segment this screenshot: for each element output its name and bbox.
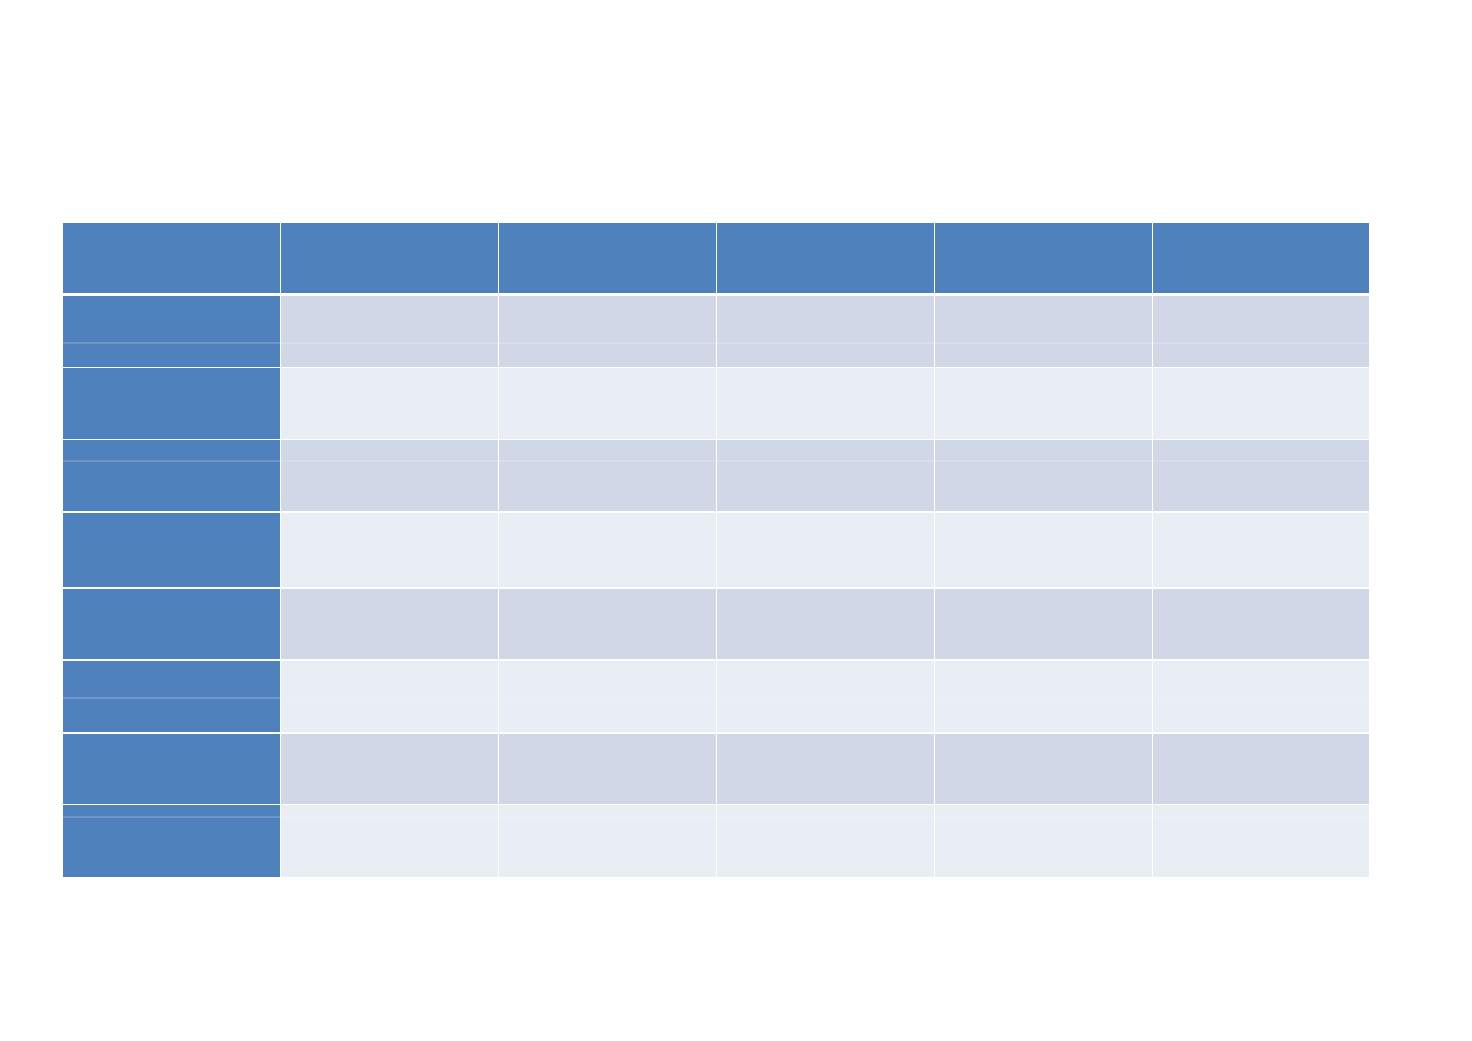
body-cell	[935, 368, 1152, 439]
body-cell	[1153, 661, 1369, 732]
row-header-cell	[63, 805, 280, 877]
body-cell	[281, 368, 498, 439]
row-header-cell	[63, 734, 280, 804]
row-header-cell	[63, 368, 280, 439]
body-cell	[281, 805, 498, 877]
body-cell	[935, 513, 1152, 587]
body-cell	[281, 440, 498, 511]
body-cell	[1153, 805, 1369, 877]
row-header-cell	[63, 589, 280, 659]
body-cell	[1153, 440, 1369, 511]
body-cell	[281, 296, 498, 367]
row-header-cell	[63, 440, 280, 511]
body-cell	[717, 734, 934, 804]
body-cell	[717, 805, 934, 877]
body-cell	[499, 805, 716, 877]
body-cell	[717, 513, 934, 587]
body-cell	[935, 734, 1152, 804]
body-cell	[717, 296, 934, 367]
row-header-cell	[63, 661, 280, 732]
row-header-cell	[63, 296, 280, 367]
body-cell	[499, 368, 716, 439]
body-cell	[717, 589, 934, 659]
header-cell	[281, 223, 498, 293]
body-cell	[281, 734, 498, 804]
header-cell	[499, 223, 716, 293]
row-header-cell	[63, 513, 280, 587]
body-cell	[935, 661, 1152, 732]
header-cell	[1153, 223, 1369, 293]
body-cell	[1153, 513, 1369, 587]
body-cell	[1153, 368, 1369, 439]
header-cell	[935, 223, 1152, 293]
body-cell	[717, 368, 934, 439]
body-cell	[499, 513, 716, 587]
body-cell	[499, 661, 716, 732]
body-cell	[281, 513, 498, 587]
body-cell	[935, 589, 1152, 659]
body-cell	[499, 589, 716, 659]
body-cell	[499, 440, 716, 511]
header-cell	[717, 223, 934, 293]
header-cell	[63, 223, 280, 293]
body-cell	[281, 589, 498, 659]
body-cell	[1153, 589, 1369, 659]
body-cell	[499, 734, 716, 804]
body-cell	[717, 661, 934, 732]
body-cell	[935, 440, 1152, 511]
body-cell	[935, 296, 1152, 367]
body-cell	[1153, 734, 1369, 804]
body-cell	[281, 661, 498, 732]
body-cell	[499, 296, 716, 367]
body-cell	[1153, 296, 1369, 367]
body-cell	[935, 805, 1152, 877]
body-cell	[717, 440, 934, 511]
